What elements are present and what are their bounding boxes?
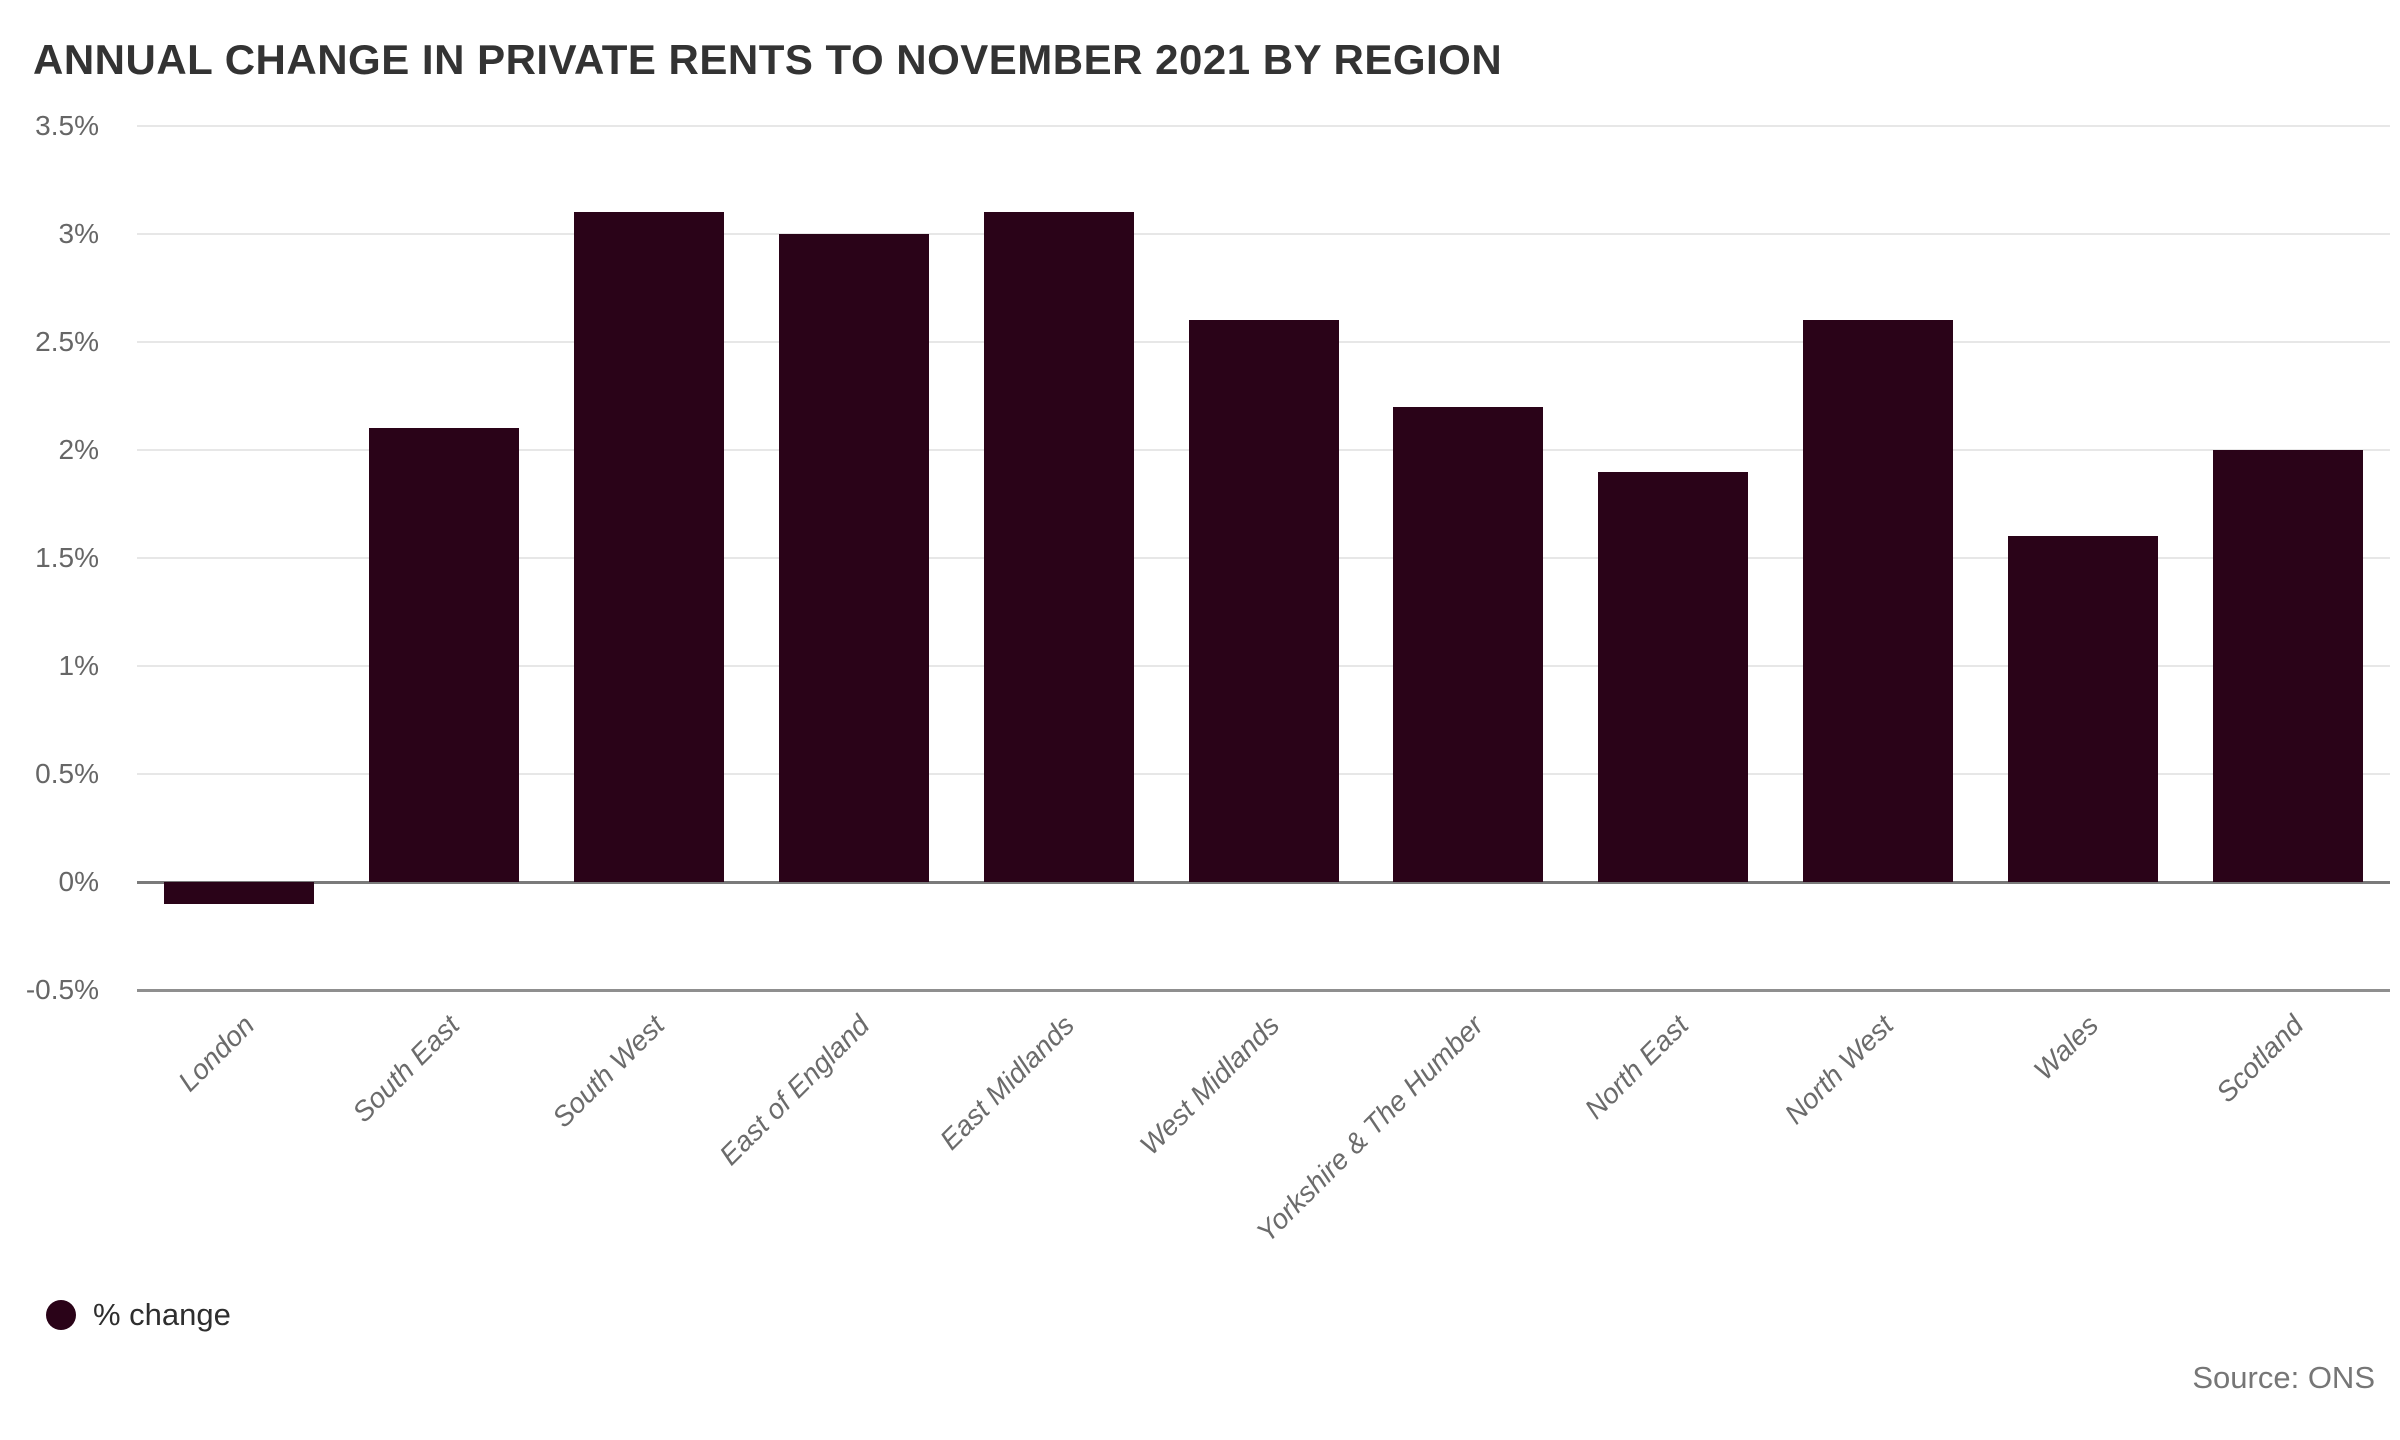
x-axis-label: South West [546, 1009, 671, 1134]
bar-south-west[interactable] [574, 212, 725, 882]
gridline [137, 125, 2390, 127]
bar-north-west[interactable] [1802, 320, 1953, 882]
y-tick-label: 2.5% [35, 326, 99, 357]
bar-scotland[interactable] [2212, 450, 2363, 882]
y-tick-label: 0% [58, 866, 99, 897]
bar-west-midlands[interactable] [1188, 320, 1339, 882]
bar-wales[interactable] [2007, 536, 2158, 882]
legend-label: % change [93, 1297, 231, 1332]
x-axis-line [137, 988, 2390, 992]
y-tick-label: 3.5% [35, 110, 99, 141]
y-tick-label: 1% [58, 650, 99, 681]
zero-line [137, 880, 2390, 884]
x-axis-label: West Midlands [1133, 1009, 1285, 1161]
legend-swatch-dot [46, 1299, 76, 1330]
y-tick-label: 2% [58, 434, 99, 465]
x-axis-label: South East [346, 1009, 466, 1129]
x-axis-label: East Midlands [933, 1009, 1080, 1156]
x-axis-label: East of England [713, 1009, 876, 1172]
y-tick-label: 1.5% [35, 542, 99, 573]
bar-yorkshire-the-humber[interactable] [1393, 406, 1544, 882]
x-axis-label: Yorkshire & The Humber [1250, 1009, 1490, 1248]
chart-title: ANNUAL CHANGE IN PRIVATE RENTS TO NOVEMB… [33, 36, 1503, 83]
bar-london[interactable] [164, 882, 315, 904]
plot-area [137, 125, 2390, 992]
y-tick-label: -0.5% [25, 974, 99, 1005]
x-axis-label: North West [1778, 1009, 1900, 1130]
y-tick-label: 0.5% [35, 758, 99, 789]
x-axis-label: Scotland [2209, 1009, 2309, 1109]
bar-east-of-england[interactable] [778, 234, 929, 882]
source-note: Source: ONS [2192, 1360, 2375, 1395]
gridline [137, 233, 2390, 235]
x-axis-label: Wales [2027, 1009, 2104, 1086]
bar-east-midlands[interactable] [983, 212, 1134, 882]
y-tick-label: 3% [58, 218, 99, 249]
legend: % change [46, 1299, 231, 1330]
bar-south-east[interactable] [369, 428, 520, 882]
bar-north-east[interactable] [1598, 471, 1749, 882]
x-axis-label: North East [1578, 1009, 1695, 1125]
